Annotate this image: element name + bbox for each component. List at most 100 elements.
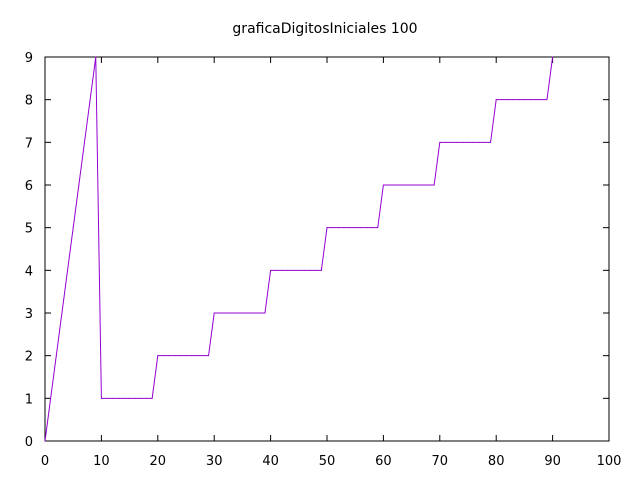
data-point xyxy=(399,184,401,186)
data-point xyxy=(89,99,91,101)
data-point xyxy=(168,355,170,357)
x-tick-label: 30 xyxy=(206,454,223,469)
data-point xyxy=(495,99,497,101)
data-point xyxy=(287,269,289,271)
data-point xyxy=(208,355,210,357)
data-point xyxy=(518,99,520,101)
data-point xyxy=(484,141,486,143)
data-point xyxy=(320,269,322,271)
chart-title: graficaDigitosIniciales 100 xyxy=(232,21,417,37)
data-point xyxy=(67,269,69,271)
axes: 0 10 20 30 40 50 60 70 80 90 100 0 1 2 3 4 5 6 7 8 9 xyxy=(25,51,622,469)
x-tick-label: 0 xyxy=(41,454,49,469)
y-tick-label: 9 xyxy=(25,51,33,66)
y-tick-label: 3 xyxy=(25,307,33,322)
data-point xyxy=(61,312,63,314)
x-tick-label: 100 xyxy=(597,454,622,469)
data-point xyxy=(529,99,531,101)
data-point xyxy=(523,99,525,101)
data-point xyxy=(44,440,46,442)
data-point xyxy=(535,99,537,101)
y-tick-label: 8 xyxy=(25,94,33,109)
data-point xyxy=(309,269,311,271)
data-point xyxy=(450,141,452,143)
data-point xyxy=(151,397,153,399)
data-point xyxy=(388,184,390,186)
data-point xyxy=(512,99,514,101)
data-point xyxy=(315,269,317,271)
data-point xyxy=(506,99,508,101)
y-tick-label: 1 xyxy=(25,392,33,407)
plot-frame xyxy=(44,56,610,442)
data-point xyxy=(202,355,204,357)
data-point xyxy=(112,397,114,399)
data-point xyxy=(241,312,243,314)
data-point xyxy=(281,269,283,271)
data-point xyxy=(196,355,198,357)
series-group xyxy=(44,56,554,442)
data-point xyxy=(354,227,356,229)
data-point xyxy=(343,227,345,229)
x-tick-label: 40 xyxy=(262,454,279,469)
data-point xyxy=(157,355,159,357)
x-tick-label: 50 xyxy=(319,454,336,469)
data-point xyxy=(332,227,334,229)
data-point xyxy=(439,141,441,143)
data-point xyxy=(247,312,249,314)
data-point xyxy=(292,269,294,271)
data-point xyxy=(546,99,548,101)
series-line xyxy=(44,56,554,442)
x-tick-label: 80 xyxy=(488,454,505,469)
data-point xyxy=(219,312,221,314)
data-point xyxy=(50,397,52,399)
data-point xyxy=(394,184,396,186)
data-point xyxy=(264,312,266,314)
data-point xyxy=(540,99,542,101)
data-point xyxy=(371,227,373,229)
data-point xyxy=(95,56,97,58)
data-point xyxy=(365,227,367,229)
data-point xyxy=(72,227,74,229)
data-point xyxy=(501,99,503,101)
data-point xyxy=(100,397,102,399)
data-point xyxy=(224,312,226,314)
data-point xyxy=(230,312,232,314)
y-tick-label: 2 xyxy=(25,350,33,365)
data-point xyxy=(490,141,492,143)
y-tick-label: 6 xyxy=(25,179,33,194)
data-point xyxy=(444,141,446,143)
data-point xyxy=(428,184,430,186)
x-tick-label: 60 xyxy=(375,454,392,469)
data-point xyxy=(213,312,215,314)
data-point xyxy=(303,269,305,271)
data-point xyxy=(134,397,136,399)
data-point xyxy=(360,227,362,229)
data-point xyxy=(117,397,119,399)
data-point xyxy=(377,227,379,229)
data-point xyxy=(179,355,181,357)
data-point xyxy=(275,269,277,271)
data-point xyxy=(123,397,125,399)
data-point xyxy=(253,312,255,314)
x-tick-label: 90 xyxy=(544,454,561,469)
data-point xyxy=(140,397,142,399)
data-point xyxy=(461,141,463,143)
data-point xyxy=(298,269,300,271)
data-point xyxy=(270,269,272,271)
data-point xyxy=(106,397,108,399)
data-point xyxy=(552,56,554,58)
y-tick-label: 7 xyxy=(25,136,33,151)
data-point xyxy=(405,184,407,186)
data-point xyxy=(456,141,458,143)
data-point xyxy=(83,141,85,143)
data-point xyxy=(416,184,418,186)
x-tick-label: 20 xyxy=(150,454,167,469)
data-point xyxy=(78,184,80,186)
data-point xyxy=(337,227,339,229)
data-point xyxy=(146,397,148,399)
data-point xyxy=(349,227,351,229)
data-point xyxy=(185,355,187,357)
data-point xyxy=(473,141,475,143)
data-point xyxy=(236,312,238,314)
